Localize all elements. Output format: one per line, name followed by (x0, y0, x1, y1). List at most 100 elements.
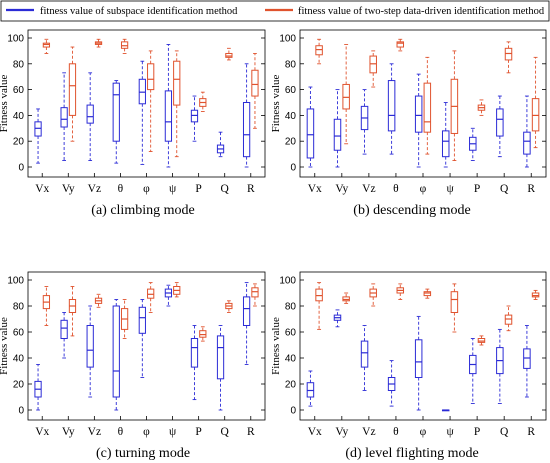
y-tick-label: 100 (279, 34, 296, 45)
y-tick-label: 100 (7, 276, 24, 287)
legend-label-blue: fitness value of subspace identification… (40, 6, 238, 17)
x-tick-label: ψ (169, 183, 177, 195)
box-two-step (369, 50, 377, 88)
y-tick-label: 40 (285, 354, 297, 365)
box-two-step (450, 283, 459, 333)
iqr-box (68, 63, 77, 116)
iqr-box (86, 325, 94, 368)
iqr-box (147, 288, 155, 299)
y-tick-label: 80 (13, 302, 25, 313)
x-tick-label: φ (420, 426, 427, 438)
x-tick-label: Vz (88, 426, 101, 438)
box-subspace (216, 131, 225, 158)
iqr-box (251, 287, 259, 298)
x-tick-label: φ (143, 426, 150, 438)
iqr-box (138, 306, 146, 334)
x-tick-label: Vy (335, 426, 348, 438)
y-tick-label: 20 (13, 380, 25, 391)
panel-climbing: 0 20 40 60 80 100 Fitness value Vx Vy Vz θ φ ψ P Q R (0, 29, 266, 195)
iqr-box (112, 305, 120, 398)
y-tick-label: 20 (285, 137, 297, 148)
box-subspace (138, 60, 146, 165)
panel-level-flighting: 0 20 40 60 80 100 Fitness value Vx Vy Vz θ φ ψ P Q R (270, 271, 547, 438)
x-tick-label: Vx (35, 426, 49, 438)
iqr-box (315, 45, 323, 56)
iqr-box (360, 340, 369, 368)
box-subspace (112, 80, 120, 164)
iqr-box (414, 339, 423, 378)
y-axis-label: Fitness value (0, 75, 10, 133)
iqr-box (504, 47, 513, 61)
iqr-box (86, 104, 94, 124)
box-two-step (42, 38, 51, 54)
box-subspace (469, 338, 477, 404)
iqr-box (414, 95, 423, 133)
x-tick-label: ψ (446, 426, 454, 438)
box-two-step (94, 38, 103, 48)
y-tick-label: 60 (13, 85, 25, 96)
y-tick-label: 60 (285, 328, 297, 339)
iqr-box (242, 102, 251, 158)
box-subspace (414, 73, 423, 168)
iqr-box (173, 60, 181, 106)
y-tick-label: 80 (285, 59, 297, 70)
x-tick-label: Vx (35, 183, 49, 195)
y-tick-label: 40 (13, 354, 25, 365)
legend-label-red: fitness value of two-step data-driven id… (298, 6, 545, 17)
panel-turning: 0 20 40 60 80 100 Fitness value Vx Vy Vz θ φ ψ P Q R (0, 271, 266, 438)
box-two-step (120, 299, 129, 339)
box-two-step (531, 289, 540, 300)
x-tick-label: R (527, 426, 535, 438)
box-two-step (504, 305, 513, 332)
iqr-box (199, 330, 207, 338)
x-tick-label: P (195, 426, 201, 438)
box-two-step (450, 50, 459, 162)
iqr-box (306, 108, 315, 159)
box-two-step (173, 50, 181, 158)
iqr-box (441, 130, 450, 158)
x-tick-label: R (247, 183, 255, 195)
box-subspace (387, 360, 396, 407)
box-subspace (414, 315, 423, 411)
y-tick-label: 60 (285, 85, 297, 96)
x-tick-label: Q (500, 426, 509, 438)
caption-d: (d) level flighting mode (345, 446, 478, 461)
caption-c: (c) turning mode (96, 446, 190, 461)
box-two-step (504, 41, 513, 74)
panel-descending: 0 20 40 60 80 100 Fitness value Vx Vy Vz θ φ ψ P Q R (270, 29, 547, 195)
y-tick-label: 80 (13, 59, 25, 70)
x-tick-label: Vz (362, 426, 375, 438)
iqr-box (190, 338, 199, 368)
box-subspace (86, 72, 94, 162)
iqr-box (342, 296, 350, 302)
box-subspace (164, 44, 173, 168)
x-tick-label: Vx (308, 183, 322, 195)
axes-frame (27, 271, 266, 421)
legend: fitness value of subspace identification… (0, 0, 550, 22)
iqr-box (60, 107, 68, 128)
box-subspace (306, 370, 315, 407)
iqr-box (306, 382, 315, 398)
box-two-step (396, 38, 405, 52)
box-subspace (34, 364, 42, 411)
iqr-box (369, 55, 377, 74)
box-two-step (477, 335, 486, 346)
x-tick-label: ψ (446, 183, 454, 195)
x-tick-label: P (195, 183, 201, 195)
box-two-step (147, 50, 155, 152)
box-two-step (173, 282, 181, 298)
x-tick-label: Vz (362, 183, 375, 195)
x-tick-label: R (247, 426, 255, 438)
box-subspace (441, 102, 450, 168)
box-subspace (387, 63, 396, 155)
caption-a: (a) climbing mode (91, 203, 194, 218)
y-axis-label: Fitness value (270, 75, 282, 133)
y-tick-label: 40 (285, 111, 297, 122)
box-two-step (120, 38, 129, 54)
box-subspace (496, 95, 504, 158)
iqr-box (147, 63, 155, 91)
y-tick-label: 60 (13, 328, 25, 339)
caption-b: (b) descending mode (353, 203, 470, 218)
x-tick-label: P (474, 426, 480, 438)
axes-frame (299, 271, 547, 421)
